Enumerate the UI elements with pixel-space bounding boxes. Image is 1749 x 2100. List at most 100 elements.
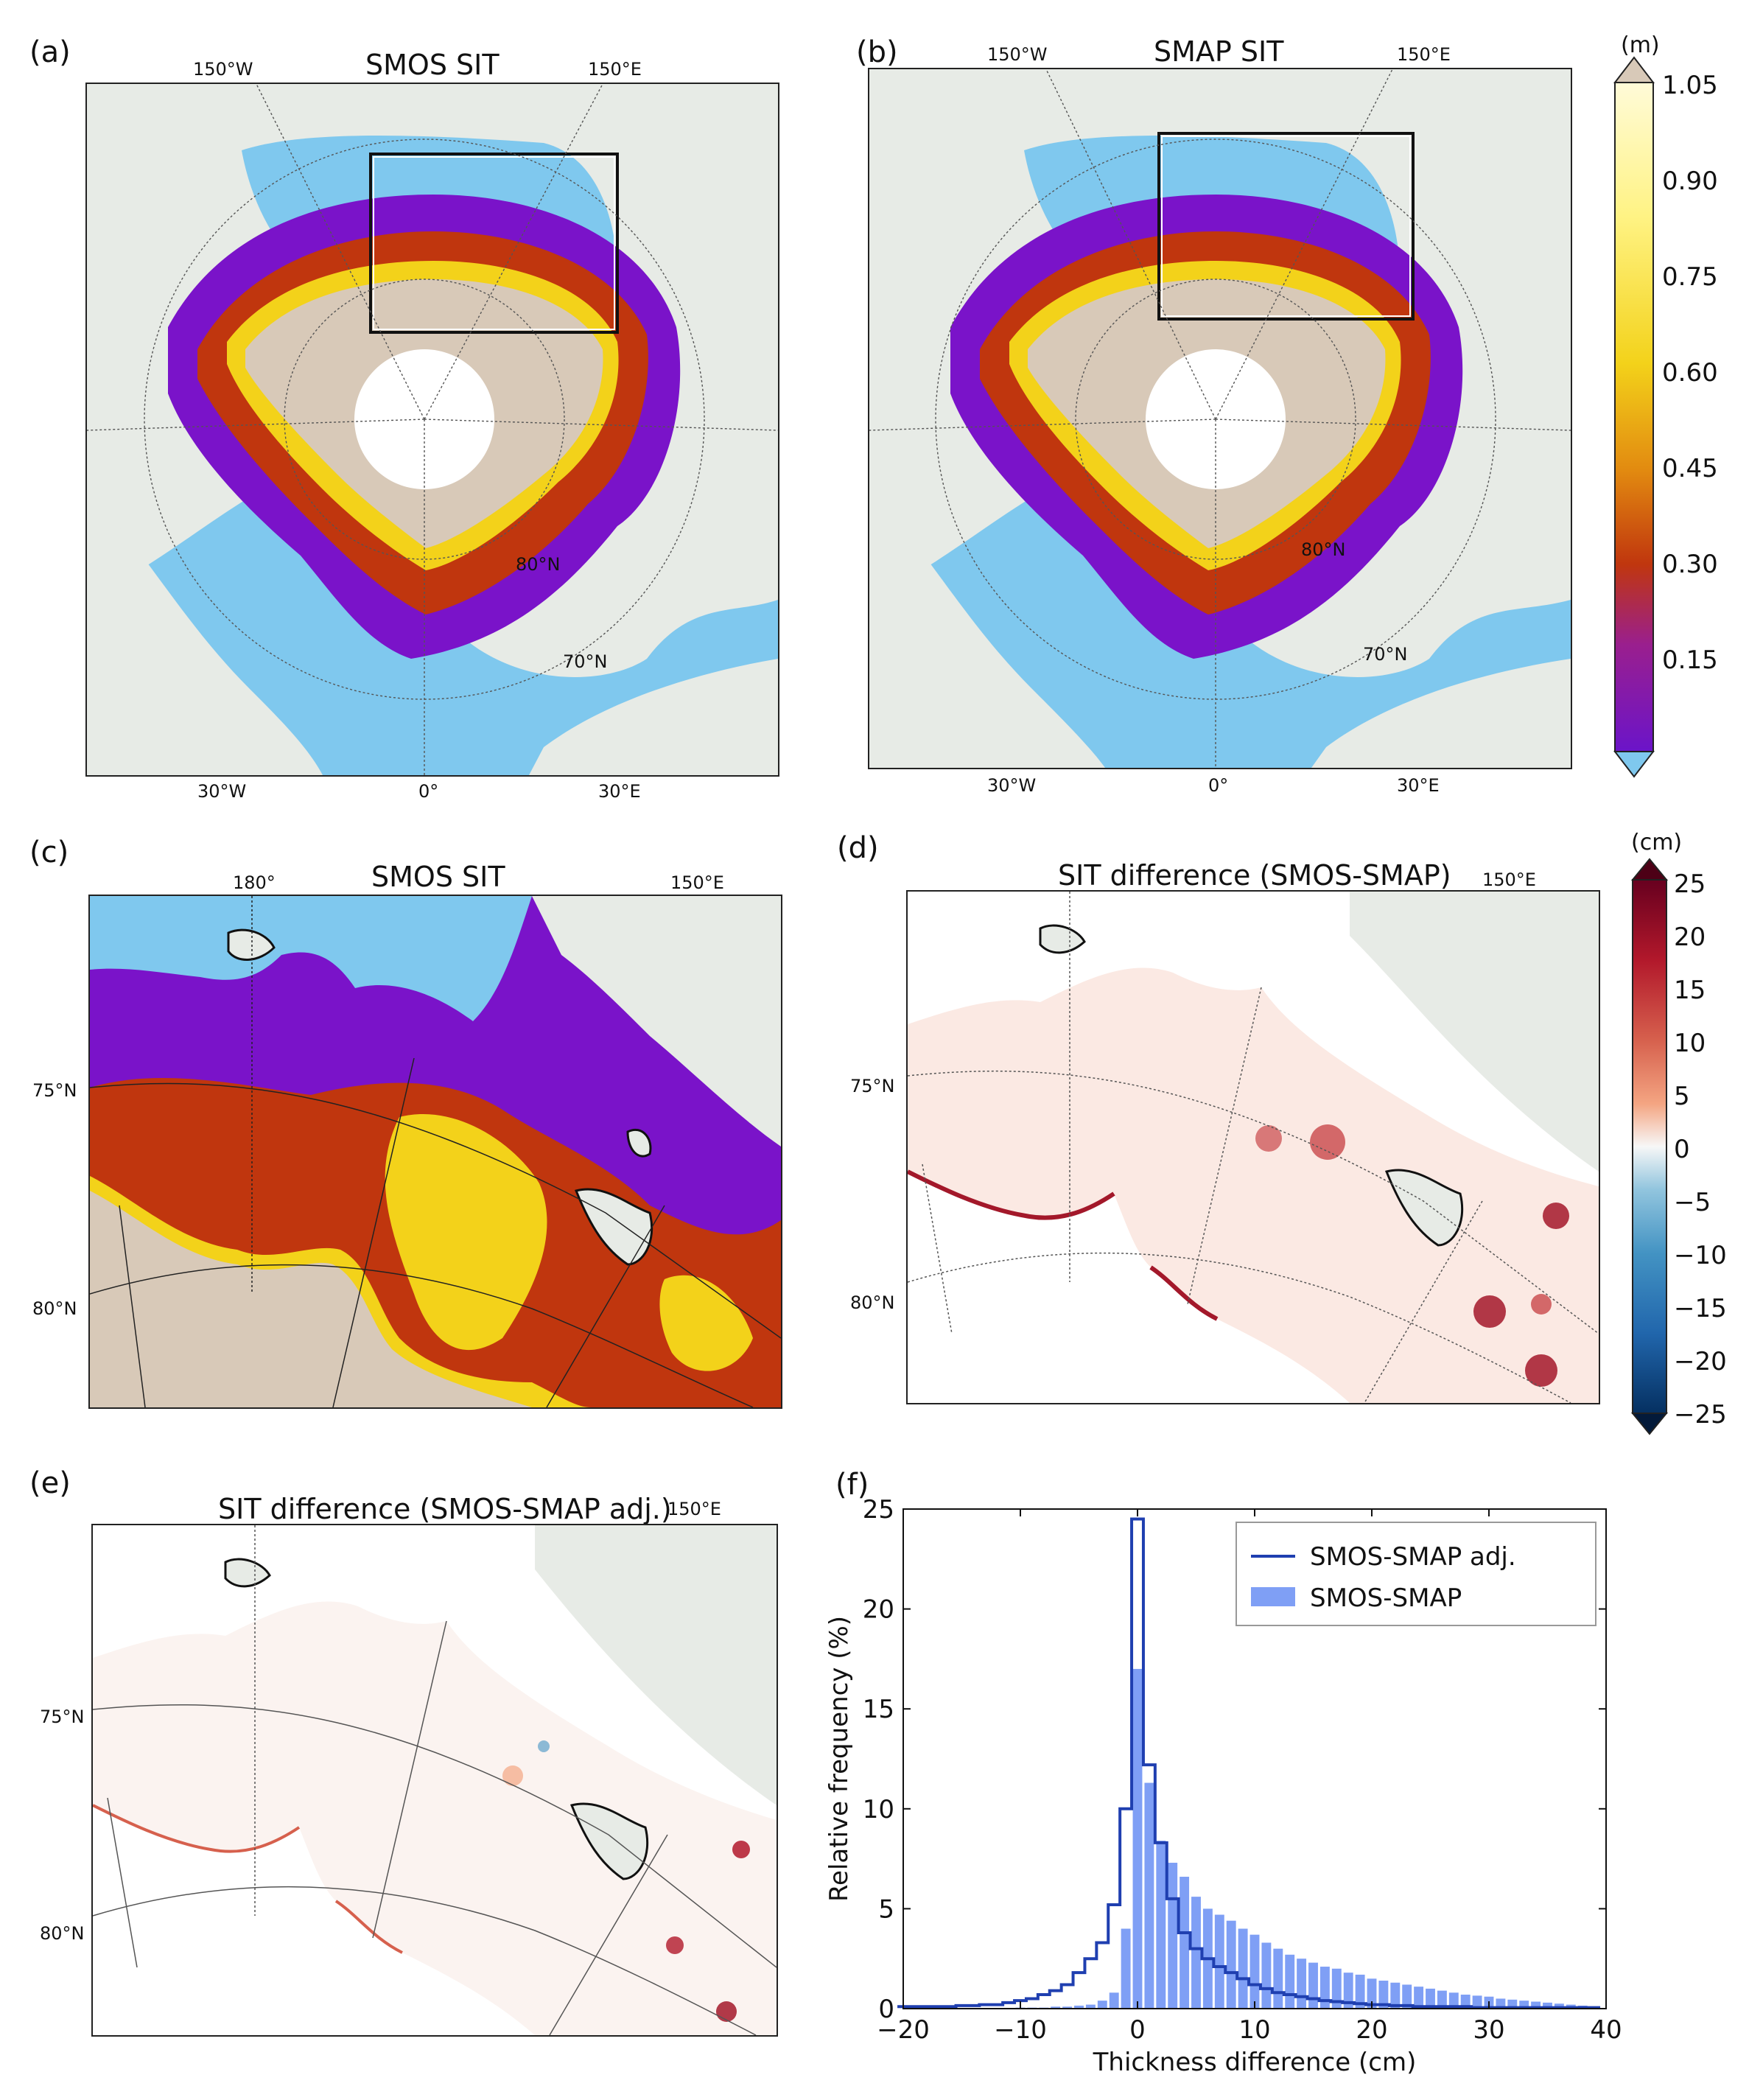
histogram-bar <box>1308 1962 1318 2009</box>
x-tick-label: 40 <box>1590 2015 1622 2045</box>
histogram-bar <box>1191 1897 1201 2009</box>
histogram-bar <box>1214 1914 1224 2009</box>
histogram-bar <box>1472 1995 1482 2009</box>
difference-tick-0: 0 <box>1674 1135 1690 1164</box>
histogram-bar <box>1519 2001 1529 2009</box>
panel-b-arctic-map <box>869 69 1571 768</box>
x-axis-label: Thickness difference (cm) <box>1093 2048 1417 2077</box>
panel-b-lon-top-right: 150°E <box>1397 44 1451 65</box>
y-tick-label: 5 <box>878 1894 894 1924</box>
histogram-bar <box>1496 1998 1506 2009</box>
panel-b-lon-bottom-3: 30°E <box>1397 775 1440 796</box>
histogram-bar <box>1390 1982 1401 2009</box>
panel-a-lon-top-right: 150°E <box>588 59 642 80</box>
difference-tick-m15: −15 <box>1674 1294 1727 1323</box>
histogram-bar <box>1414 1987 1424 2009</box>
panel-c-label: (c) <box>29 836 69 869</box>
histogram-bar <box>1109 1992 1119 2009</box>
histogram-bar <box>1543 2002 1552 2009</box>
histogram-bar <box>1460 1995 1471 2009</box>
thickness-tick-015: 0.15 <box>1662 645 1718 675</box>
histogram-bar <box>1097 2001 1107 2009</box>
panel-c-lat-80: 80°N <box>32 1298 77 1319</box>
histogram-bar <box>1249 1934 1260 2009</box>
histogram-bar <box>1437 1990 1447 2009</box>
panel-d-difference-map <box>908 892 1599 1403</box>
histogram-bar <box>1074 2005 1084 2009</box>
panel-b-lon-bottom-1: 30°W <box>987 775 1037 796</box>
x-tick-label: 20 <box>1356 2015 1387 2045</box>
difference-tick-5: 5 <box>1674 1082 1690 1111</box>
histogram-bar <box>1343 1973 1353 2009</box>
thickness-tick-045: 0.45 <box>1662 454 1718 483</box>
histogram-bar <box>1355 1974 1365 2009</box>
y-tick-label: 0 <box>878 1995 894 2024</box>
histogram-bar <box>1319 1967 1330 2009</box>
thickness-tick-060: 0.60 <box>1662 358 1718 388</box>
x-tick-label: 10 <box>1238 2015 1270 2045</box>
histogram-chart: −20 −10 0 10 20 30 40 0 5 10 15 20 25 Thickness diffe… <box>810 1488 1694 2097</box>
panel-e-map <box>91 1524 778 2037</box>
panel-b-lon-top-left: 150°W <box>987 44 1048 65</box>
histogram-bar <box>1448 1992 1459 2009</box>
difference-colorbar-unit: (cm) <box>1631 830 1683 855</box>
difference-tick-15: 15 <box>1674 976 1706 1005</box>
panel-b-lat-70: 70°N <box>1363 644 1408 665</box>
thickness-tick-090: 0.90 <box>1662 167 1718 196</box>
panel-e-lat-80: 80°N <box>40 1923 85 1944</box>
panel-a-lon-top-left: 150°W <box>193 59 253 80</box>
x-tick-label: 30 <box>1473 2015 1504 2045</box>
panel-a-lat-80: 80°N <box>516 554 561 575</box>
y-tick-label: 20 <box>863 1595 894 1625</box>
panel-e-difference-adj-map <box>93 1525 777 2035</box>
difference-colorbar-gradient <box>1630 858 1669 1435</box>
thickness-tick-075: 0.75 <box>1662 262 1718 292</box>
histogram-bar <box>1297 1959 1307 2009</box>
difference-tick-20: 20 <box>1674 923 1706 952</box>
difference-tick-m10: −10 <box>1674 1241 1727 1270</box>
thickness-colorbar <box>1613 56 1655 778</box>
panel-b-map <box>868 68 1572 769</box>
difference-tick-10: 10 <box>1674 1029 1706 1058</box>
panel-d-lat-75: 75°N <box>850 1076 895 1096</box>
panel-b-lon-bottom-2: 0° <box>1208 775 1229 796</box>
histogram-bar <box>1168 1863 1178 2009</box>
panel-d-title: SIT difference (SMOS-SMAP) <box>1058 859 1451 892</box>
panel-a-map <box>85 83 779 777</box>
thickness-tick-030: 0.30 <box>1662 550 1718 579</box>
legend-bar-swatch <box>1251 1587 1295 1606</box>
histogram-bar <box>1531 2001 1541 2009</box>
histogram-bar <box>1085 2004 1096 2009</box>
difference-tick-m20: −20 <box>1674 1347 1727 1376</box>
panel-a-lat-70: 70°N <box>563 651 608 672</box>
panel-a-lon-bottom-2: 0° <box>418 781 439 802</box>
legend-label-raw: SMOS-SMAP <box>1310 1583 1462 1613</box>
panel-c-sit-map <box>90 896 781 1407</box>
x-tick-label: −10 <box>994 2015 1047 2045</box>
histogram-bar <box>1238 1928 1248 2009</box>
histogram-bar <box>1378 1981 1389 2009</box>
panel-c-map <box>88 895 782 1409</box>
legend-label-adj: SMOS-SMAP adj. <box>1310 1542 1516 1572</box>
histogram-bar <box>1285 1954 1295 2009</box>
difference-tick-25: 25 <box>1674 869 1706 899</box>
histogram-bar <box>1331 1968 1342 2009</box>
panel-a-title: SMOS SIT <box>365 49 500 81</box>
y-tick-label: 25 <box>863 1495 894 1525</box>
legend-box <box>1235 1522 1596 1626</box>
histogram-step-line <box>897 1517 1601 2009</box>
panel-e-lat-75: 75°N <box>40 1707 85 1727</box>
y-tick-label: 15 <box>863 1695 894 1724</box>
panel-d-label: (d) <box>837 831 879 865</box>
difference-tick-m5: −5 <box>1674 1188 1711 1217</box>
panel-c-lon-top-right: 150°E <box>670 872 724 893</box>
histogram-bar <box>1156 1841 1166 2009</box>
panel-a-lon-bottom-1: 30°W <box>197 781 247 802</box>
panel-e-lon-top-right: 150°E <box>667 1499 721 1519</box>
panel-a-label: (a) <box>29 35 71 69</box>
thickness-tick-105: 1.05 <box>1662 71 1718 100</box>
panel-c-lon-top-left: 180° <box>233 872 276 893</box>
difference-colorbar <box>1630 858 1669 1435</box>
panel-a-arctic-map <box>87 84 778 775</box>
panel-d-lon-top-right: 150°E <box>1482 869 1536 890</box>
